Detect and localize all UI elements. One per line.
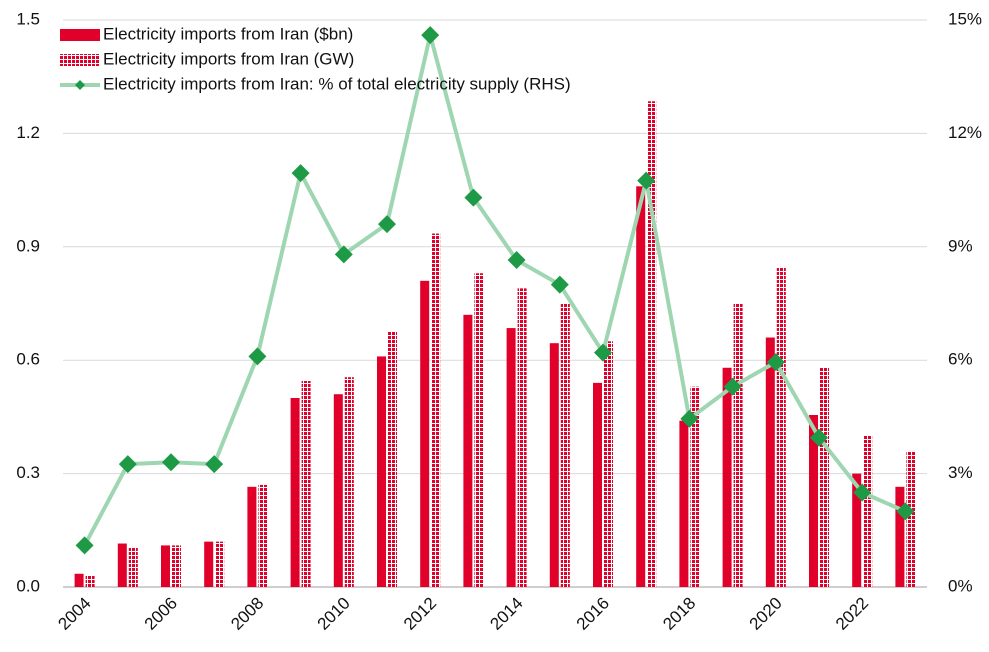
bar	[172, 545, 181, 587]
x-tick-label: 2020	[746, 594, 786, 634]
y2-tick-label: 15%	[948, 9, 982, 28]
marker	[853, 483, 872, 502]
y2-tick-label: 6%	[948, 350, 973, 369]
marker	[378, 215, 396, 234]
x-tick-label: 2014	[486, 594, 526, 634]
marker	[291, 164, 310, 183]
bar	[474, 273, 484, 587]
bar	[820, 367, 829, 587]
bar	[388, 331, 397, 587]
y2-tick-label: 12%	[948, 123, 982, 142]
y-tick-label: 1.2	[16, 123, 40, 142]
marker	[550, 275, 569, 294]
bar	[333, 394, 343, 587]
bar	[636, 186, 646, 587]
bar	[593, 382, 602, 587]
bar	[377, 356, 386, 587]
legend-label: Electricity imports from Iran ($bn)	[103, 24, 353, 43]
bar	[809, 415, 818, 587]
bar	[85, 575, 95, 587]
legend-swatch	[75, 80, 85, 90]
bar	[765, 337, 775, 587]
marker	[162, 453, 180, 472]
y2-tick-label: 0%	[948, 576, 973, 595]
marker	[594, 343, 612, 362]
y2-tick-label: 3%	[948, 463, 973, 482]
bar	[604, 341, 613, 587]
marker	[205, 455, 224, 474]
bar	[679, 420, 689, 587]
y-tick-label: 0.0	[16, 576, 40, 595]
x-tick-label: 2012	[400, 594, 440, 634]
y-tick-label: 1.5	[16, 9, 40, 28]
x-tick-label: 2010	[314, 594, 354, 634]
bar	[420, 280, 430, 587]
bar	[463, 314, 473, 587]
marker	[810, 428, 828, 447]
bar	[852, 473, 862, 587]
bar	[290, 398, 300, 587]
bar	[128, 547, 138, 587]
marker	[507, 251, 526, 270]
marker	[334, 245, 353, 264]
legend-swatch	[60, 54, 100, 66]
marker	[464, 188, 483, 207]
bar	[258, 484, 268, 587]
bar	[247, 486, 257, 587]
y-tick-label: 0.9	[16, 236, 40, 255]
x-tick-label: 2004	[54, 594, 94, 634]
bar	[344, 377, 354, 587]
bar	[204, 541, 214, 587]
bar	[117, 543, 127, 587]
bar	[776, 267, 786, 587]
legend-label: Electricity imports from Iran (GW)	[103, 49, 354, 68]
bar	[74, 573, 84, 587]
bar	[560, 303, 570, 587]
marker	[680, 409, 699, 428]
marker	[723, 377, 742, 396]
y-tick-label: 0.3	[16, 463, 40, 482]
bar	[215, 541, 225, 587]
legend-swatch	[60, 29, 100, 41]
marker	[118, 455, 137, 474]
marker	[248, 347, 267, 366]
bar	[690, 386, 700, 587]
x-tick-label: 2006	[141, 594, 181, 634]
marker	[637, 171, 656, 190]
x-tick-label: 2008	[227, 594, 267, 634]
x-tick-label: 2018	[659, 594, 699, 634]
y-tick-label: 0.6	[16, 350, 40, 369]
bar	[733, 303, 743, 587]
bar	[161, 545, 170, 587]
y2-tick-label: 9%	[948, 236, 973, 255]
bar	[906, 450, 916, 587]
bar	[517, 288, 527, 587]
marker	[75, 536, 94, 555]
bar	[863, 435, 873, 587]
bar	[301, 380, 311, 587]
bar	[506, 328, 516, 587]
legend-label: Electricity imports from Iran: % of tota…	[103, 74, 571, 93]
bar	[722, 367, 732, 587]
x-tick-label: 2016	[573, 594, 613, 634]
marker	[766, 353, 785, 372]
bar	[549, 343, 559, 587]
marker	[896, 502, 915, 521]
marker	[421, 26, 440, 45]
line	[82, 33, 907, 547]
bar	[431, 233, 441, 587]
x-tick-label: 2022	[832, 594, 872, 634]
bar	[895, 486, 905, 587]
bar	[647, 101, 657, 588]
